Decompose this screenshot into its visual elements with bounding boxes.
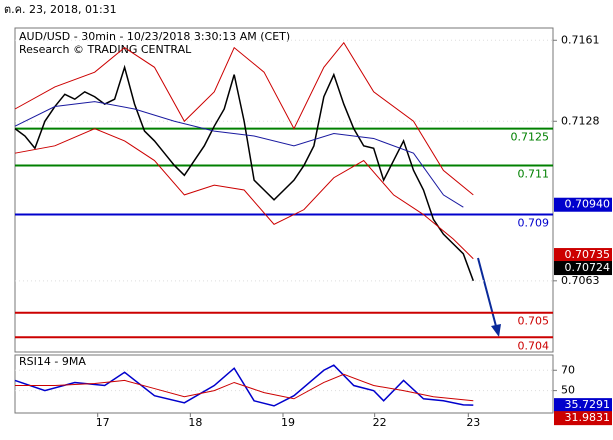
y-tick-label: 0.7128 <box>561 114 600 127</box>
y-tick-label: 0.7063 <box>561 274 600 287</box>
level-label: 0.709 <box>518 217 550 230</box>
forecast-arrow <box>477 257 498 331</box>
price-tag-label: 31.9831 <box>565 411 611 424</box>
y-tick-label: 0.7161 <box>561 33 600 46</box>
series-line <box>14 64 474 282</box>
arrow-head <box>491 324 501 337</box>
price-tag-label: 0.70735 <box>565 248 611 261</box>
price-tag-label: 0.70940 <box>565 198 611 211</box>
chart-title: AUD/USD - 30min - 10/23/2018 3:30:13 AM … <box>19 30 290 43</box>
rsi-title: RSI14 - 9MA <box>19 355 86 368</box>
series-line <box>14 101 464 208</box>
level-label: 0.7125 <box>511 131 550 144</box>
level-label: 0.705 <box>518 315 550 328</box>
series-line <box>14 41 474 196</box>
y-tick-label: 70 <box>561 363 575 376</box>
price-tag <box>554 197 612 212</box>
level-label: 0.704 <box>518 339 550 352</box>
x-tick-label: 23 <box>466 416 480 429</box>
x-tick-label: 22 <box>373 416 387 429</box>
chart-subtitle: Research © TRADING CENTRAL <box>19 43 192 56</box>
price-tag <box>554 398 612 413</box>
timestamp: ต.ค. 23, 2018, 01:31 <box>4 3 117 16</box>
price-tag <box>554 261 612 276</box>
series-line <box>14 364 474 407</box>
series-line <box>15 373 474 402</box>
x-tick-label: 19 <box>281 416 295 429</box>
series-line <box>14 128 474 260</box>
price-tag <box>554 411 612 426</box>
y-tick-label: 50 <box>561 384 575 397</box>
x-tick-label: 17 <box>96 416 110 429</box>
price-panel <box>14 27 554 353</box>
price-tag-label: 0.70724 <box>565 261 611 274</box>
level-label: 0.711 <box>518 167 550 180</box>
price-tag <box>554 248 612 263</box>
price-tag-label: 35.7291 <box>565 398 611 411</box>
rsi-panel <box>14 354 554 414</box>
x-tick-label: 18 <box>188 416 202 429</box>
